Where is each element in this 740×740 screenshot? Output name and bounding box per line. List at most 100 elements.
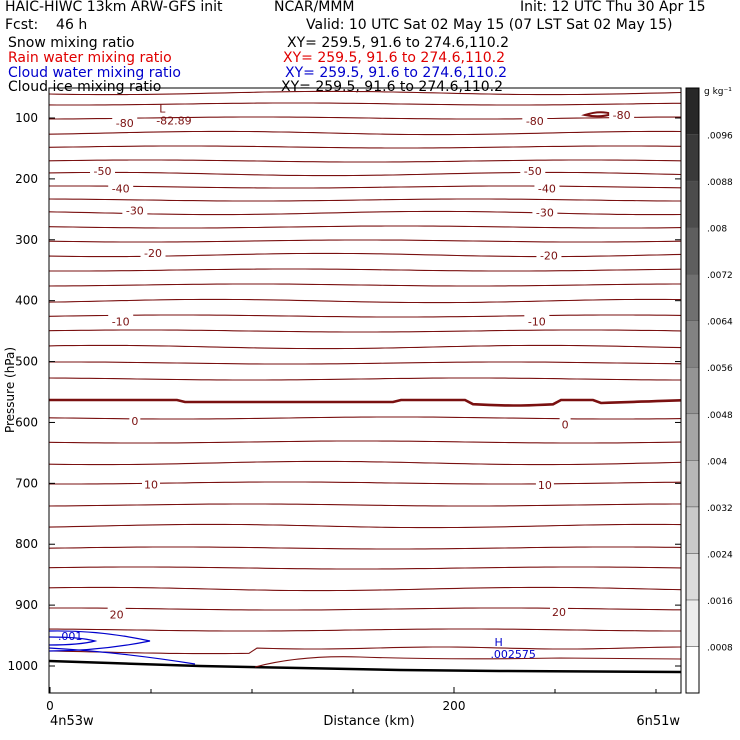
contour-label: -10: [528, 315, 546, 328]
contour-label: -50: [524, 165, 542, 178]
y-tick-label: 300: [15, 233, 38, 247]
cloud-water-extremum-value: .002575: [490, 648, 536, 661]
colorbar-swatch: [685, 273, 700, 321]
isotherm-line: [48, 314, 682, 318]
contour-label-bg: [532, 205, 558, 218]
colorbar-swatch: [685, 320, 700, 368]
colorbar-swatch: [685, 227, 700, 275]
colorbar-tick-label: .0048: [707, 411, 733, 421]
contour-label: -50: [94, 165, 112, 178]
field-label-cloud-ice: Cloud ice mixing ratio: [8, 79, 162, 95]
y-tick-label: 800: [15, 537, 38, 551]
y-tick-label: 600: [15, 415, 38, 429]
cloud-water-extremum-marker: H: [494, 636, 502, 649]
x-end-label: 6n51w: [636, 714, 680, 729]
isotherm-closed: [581, 111, 616, 118]
isotherm-line: [49, 185, 682, 189]
field-label-snow: Snow mixing ratio: [8, 35, 135, 51]
colorbar-tick-label: .0016: [707, 597, 733, 607]
x-axis-label: Distance (km): [323, 714, 414, 729]
isotherm-line: [48, 225, 682, 229]
cloud-water-contour: [48, 636, 98, 646]
contour-label-bg: [129, 414, 141, 427]
org-label: NCAR/MMM: [274, 0, 355, 15]
y-tick-label: 900: [15, 598, 38, 612]
contour-label-bg: [140, 246, 166, 259]
colorbar-swatch: [685, 646, 700, 694]
y-tick-label: 700: [15, 476, 38, 490]
extremum-marker: L: [159, 103, 166, 116]
terrain: [48, 656, 682, 674]
contour-label-bg: [520, 163, 546, 176]
valid-label: Valid: 10 UTC Sat 02 May 15 (07 LST Sat …: [306, 17, 673, 33]
isotherm-line: [48, 145, 681, 149]
isotherm-line: [48, 159, 682, 163]
isotherm-line: [48, 102, 681, 106]
colorbar-tick-label: .008: [707, 225, 727, 235]
isotherm-line: [49, 607, 681, 611]
contour-label-bg: [524, 314, 550, 327]
colorbar-tick-label: .0088: [707, 178, 733, 188]
contour-label-bg: [107, 607, 126, 620]
isotherm-line: [48, 523, 682, 529]
isotherm-line: [48, 646, 682, 655]
contour-label-bg: [112, 115, 138, 128]
colorbar-tick-label: .004: [707, 457, 727, 467]
contour-label-bg: [108, 314, 134, 327]
contour-label: -30: [126, 205, 144, 218]
colorbar-swatch: [685, 134, 700, 182]
field-label-cloud-water: Cloud water mixing ratio: [8, 65, 181, 81]
cloud-water-label: .001: [58, 630, 83, 643]
contour-label-bg: [535, 478, 554, 491]
isotherm-line: [49, 628, 681, 632]
y-tick-label: 400: [15, 294, 38, 308]
contour-label: -80: [526, 115, 544, 128]
contour-label: 10: [538, 479, 552, 492]
contour-label: 20: [110, 608, 124, 621]
field-xy-snow: XY= 259.5, 91.6 to 274.6,110.2: [287, 35, 510, 51]
isotherm-line: [49, 116, 682, 120]
init-label: Init: 12 UTC Thu 30 Apr 15: [520, 0, 706, 15]
contour-label: -20: [144, 247, 162, 260]
y-tick-label: 200: [15, 172, 38, 186]
isotherm-line: [48, 239, 682, 243]
isotherm-line: [48, 416, 682, 420]
isotherm-line: [48, 329, 682, 333]
contour-label: -10: [112, 315, 130, 328]
terrain-line: [48, 659, 682, 674]
contour-label-bg: [522, 114, 548, 127]
colorbar-tick-label: .0008: [707, 643, 733, 653]
colorbar-swatch: [685, 87, 700, 135]
y-tick-label: 1000: [7, 659, 38, 673]
temperature-contours: -80 -80 -80-50 -50-40 -40-30 -30-20 -20-10 -100…: [48, 90, 682, 655]
cloud-water-contours: .001 H.002575: [48, 630, 536, 665]
isotherm-line: [48, 171, 682, 177]
x-tick-label: 0: [46, 699, 54, 713]
colorbar-unit: g kg⁻¹: [704, 87, 732, 97]
contour-label-bg: [534, 181, 560, 194]
colorbar-tick-label: .0024: [707, 550, 733, 560]
field-xy-cloud-water: XY= 259.5, 91.6 to 274.6,110.2: [285, 65, 508, 81]
contour-label: -20: [540, 250, 558, 263]
contour-label: -30: [536, 206, 554, 219]
colorbar-tick-label: .0032: [707, 504, 733, 514]
contour-label: 10: [144, 479, 158, 492]
colorbar-swatch: [685, 460, 700, 508]
colorbar: .0008 .0016 .0024 .0032 .004 .0048 .0056 .0064.…: [685, 87, 733, 694]
isotherm-line: [48, 210, 682, 216]
contour-label-bg: [108, 181, 134, 194]
isotherm-zero: [49, 398, 682, 407]
colorbar-swatch: [685, 413, 700, 461]
colorbar-swatch: [685, 599, 700, 647]
isotherm-line: [48, 198, 681, 202]
isotherm-line: [48, 460, 682, 466]
colorbar-swatch: [685, 506, 700, 554]
isotherm-line: [48, 586, 682, 592]
colorbar-swatch: [685, 366, 700, 415]
isotherm-line: [48, 503, 681, 507]
isotherm-line: [48, 377, 681, 381]
title-left: HAIC-HIWC 13km ARW-GFS init: [5, 0, 223, 15]
isotherm-line: [49, 268, 682, 272]
